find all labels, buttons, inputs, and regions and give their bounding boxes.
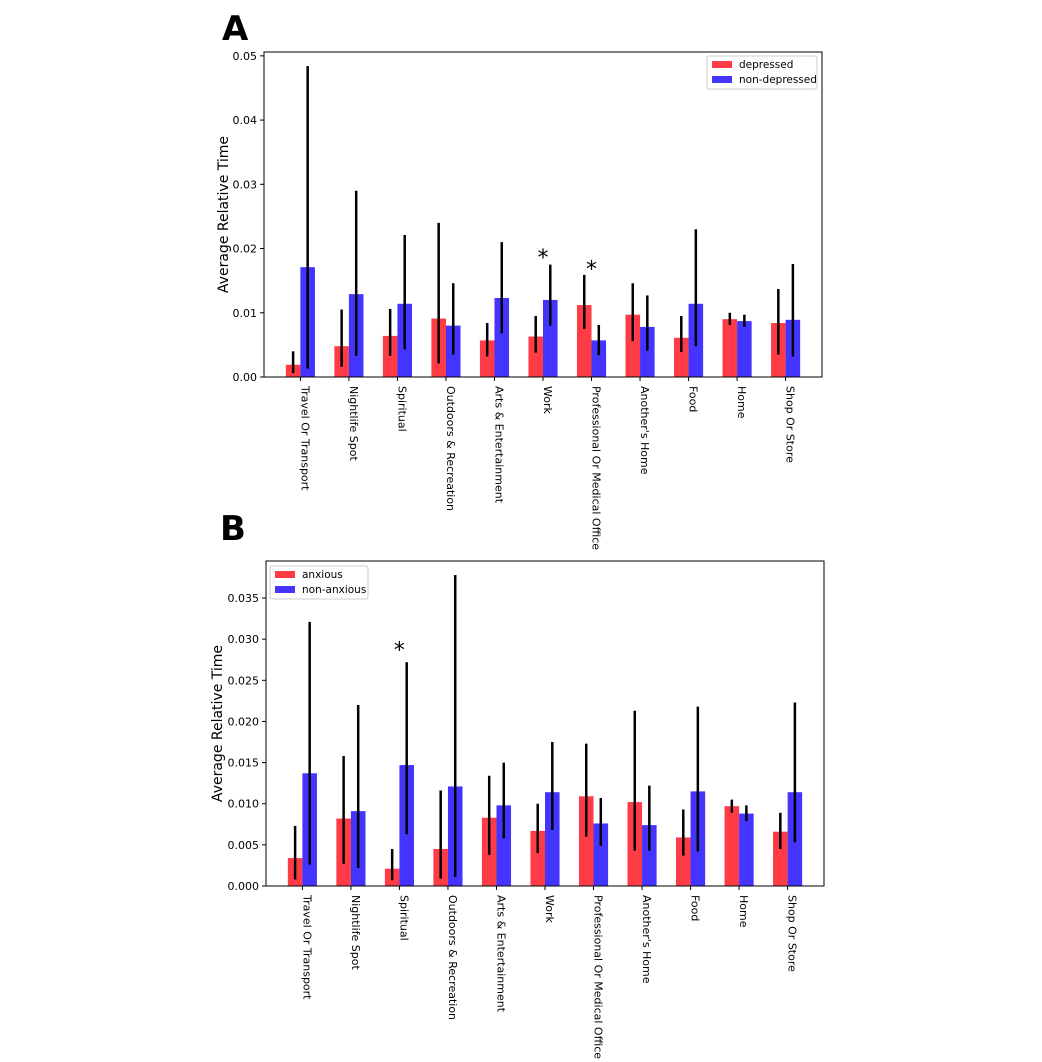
x-tick-label: Shop Or Store bbox=[786, 895, 799, 972]
x-tick-label: Nightlife Spot bbox=[347, 386, 360, 461]
x-tick-label: Food bbox=[687, 386, 700, 412]
bar-anxious-5 bbox=[530, 830, 545, 886]
bar-anxious-6 bbox=[578, 796, 594, 886]
bar-anxious-9 bbox=[724, 806, 740, 886]
series-non-depressed bbox=[300, 66, 801, 377]
bar-depressed-9 bbox=[722, 319, 738, 377]
significance-marker: * bbox=[586, 258, 597, 283]
x-tick-label: Arts & Entertainment bbox=[494, 895, 507, 1013]
legend-label: non-depressed bbox=[739, 74, 817, 86]
x-tick-label: Home bbox=[737, 895, 750, 928]
x-tick-label: Professional Or Medical Office bbox=[592, 895, 605, 1059]
chart-panel-a: A * * 0.00 0.01 0.02 0.03 0.04 0.05 Average Relat… bbox=[216, 9, 823, 550]
y-tick-label: 0.030 bbox=[228, 633, 260, 646]
y-axis-label: Average Relative Time bbox=[210, 645, 226, 802]
y-tick-label: 0.04 bbox=[233, 114, 258, 127]
bar-depressed-4 bbox=[479, 340, 495, 377]
x-tick-label: Nightlife Spot bbox=[349, 895, 362, 970]
legend-label: anxious bbox=[302, 569, 343, 581]
legend-swatch bbox=[275, 571, 295, 578]
bar-non-depressed-6 bbox=[591, 340, 607, 377]
x-tick-label: Spiritual bbox=[395, 386, 408, 432]
y-tick-label: 0.000 bbox=[228, 880, 260, 893]
y-tick-label: 0.005 bbox=[228, 839, 260, 852]
significance-marker: * bbox=[394, 638, 405, 663]
bar-non-anxious-7 bbox=[642, 825, 657, 886]
x-tick-label: Travel Or Transport bbox=[300, 894, 313, 1000]
bar-non-depressed-5 bbox=[543, 299, 558, 377]
x-tick-label: Travel Or Transport bbox=[298, 385, 311, 491]
x-tick-label: Home bbox=[735, 386, 748, 419]
bar-anxious-10 bbox=[773, 831, 788, 886]
bar-non-depressed-4 bbox=[494, 297, 510, 377]
x-tick-label: Another's Home bbox=[638, 386, 651, 475]
legend: anxious non-anxious bbox=[269, 565, 369, 600]
x-tick-label: Another's Home bbox=[640, 895, 653, 984]
bar-non-anxious-5 bbox=[545, 792, 560, 886]
series-non-anxious bbox=[302, 574, 803, 886]
legend-swatch bbox=[275, 586, 295, 593]
x-tick-label: Food bbox=[689, 895, 702, 921]
legend-label: non-anxious bbox=[302, 584, 366, 596]
panel-letter: A bbox=[222, 9, 249, 49]
bar-non-anxious-6 bbox=[593, 823, 609, 886]
x-tick-label: Shop Or Store bbox=[784, 386, 797, 463]
legend-label: depressed bbox=[739, 59, 793, 71]
bar-depressed-7 bbox=[625, 314, 641, 377]
legend-box bbox=[706, 55, 818, 90]
y-tick-label: 0.05 bbox=[233, 50, 258, 63]
bar-depressed-2 bbox=[382, 335, 398, 377]
legend-swatch bbox=[712, 61, 732, 68]
y-tick-label: 0.010 bbox=[228, 798, 260, 811]
bar-non-anxious-9 bbox=[739, 813, 754, 886]
y-tick-label: 0.02 bbox=[233, 243, 258, 256]
chart-panel-b: B * 0.000 0.005 0.010 0.015 0.020 0.025 0.030 0.0… bbox=[210, 509, 825, 1059]
bar-depressed-8 bbox=[674, 337, 689, 377]
y-tick-label: 0.01 bbox=[233, 307, 258, 320]
x-tick-label: Outdoors & Recreation bbox=[444, 386, 457, 511]
y-tick-label: 0.015 bbox=[228, 757, 260, 770]
bar-non-anxious-4 bbox=[496, 805, 512, 886]
panel-letter: B bbox=[220, 509, 246, 549]
x-tick-label: Arts & Entertainment bbox=[492, 386, 505, 504]
bar-non-depressed-7 bbox=[640, 326, 655, 377]
series-depressed bbox=[285, 222, 786, 377]
y-axis-label: Average Relative Time bbox=[216, 136, 232, 293]
y-tick-label: 0.00 bbox=[233, 371, 258, 384]
bar-non-depressed-9 bbox=[737, 321, 752, 377]
y-tick-label: 0.020 bbox=[228, 715, 260, 728]
bar-anxious-8 bbox=[676, 837, 691, 886]
x-tick-label: Professional Or Medical Office bbox=[590, 386, 603, 550]
x-tick-label: Spiritual bbox=[397, 895, 410, 941]
significance-marker: * bbox=[538, 246, 549, 271]
x-tick-label: Outdoors & Recreation bbox=[446, 895, 459, 1020]
legend-swatch bbox=[712, 76, 732, 83]
y-tick-label: 0.035 bbox=[228, 592, 260, 605]
series-anxious bbox=[287, 710, 788, 886]
legend: depressed non-depressed bbox=[706, 55, 818, 90]
x-tick-label: Work bbox=[541, 386, 554, 414]
y-tick-label: 0.03 bbox=[233, 178, 258, 191]
bar-depressed-6 bbox=[576, 305, 592, 377]
x-tick-label: Work bbox=[543, 895, 556, 923]
y-tick-label: 0.025 bbox=[228, 674, 260, 687]
bar-depressed-5 bbox=[528, 336, 543, 377]
